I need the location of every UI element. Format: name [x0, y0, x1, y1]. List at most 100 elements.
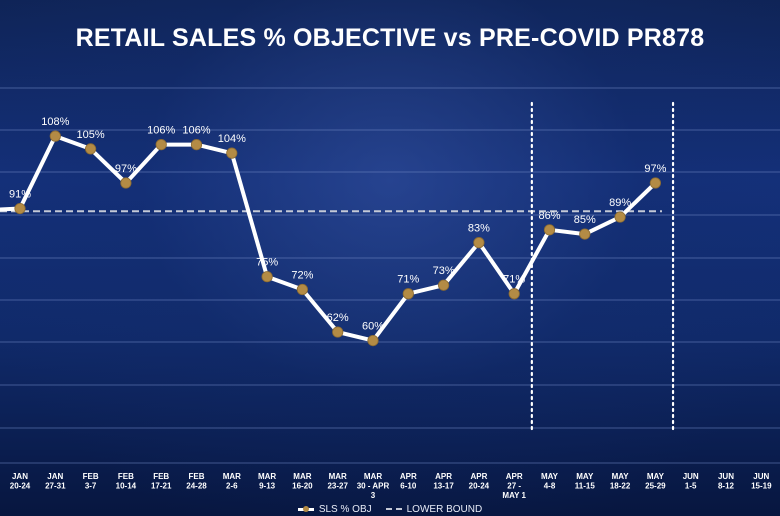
x-tick-label-line: APR — [470, 472, 487, 481]
x-tick-label-line: MAY — [576, 472, 594, 481]
x-tick-label: MAY 25-29 — [645, 472, 666, 491]
data-point — [614, 211, 626, 223]
x-tick-label-line: MAR — [223, 472, 241, 481]
series-swatch-icon — [297, 505, 314, 512]
x-tick-label-line: MAY — [612, 472, 630, 481]
x-tick-label: FEB 10-14 — [116, 472, 137, 491]
data-point — [579, 228, 591, 240]
x-tick-label-line: 16-20 — [292, 482, 313, 491]
data-point — [543, 224, 556, 236]
series-line — [0, 134, 658, 343]
x-tick-label-line: 15-19 — [751, 482, 772, 491]
data-point — [508, 288, 520, 300]
x-tick-label-line: FEB — [189, 472, 205, 481]
data-label: 97% — [115, 163, 137, 175]
data-label: 89% — [609, 197, 631, 209]
x-tick-label-line: 25-29 — [645, 482, 666, 491]
data-point — [261, 271, 273, 283]
x-tick-label-line: JAN — [47, 472, 63, 481]
x-tick-label-line: MAR — [329, 472, 347, 481]
x-tick-label: MAR 2-6 — [223, 472, 241, 491]
x-tick-label-line: MAR — [364, 472, 382, 481]
x-tick-label-line: JUN — [718, 472, 734, 481]
x-tick-label: FEB 17-21 — [151, 472, 172, 491]
x-tick-label-line: APR — [506, 472, 523, 481]
data-point — [85, 143, 97, 155]
x-tick-label-line: 1-5 — [685, 482, 697, 491]
x-tick-label: APR 27 -MAY 1 — [502, 472, 526, 500]
data-point — [190, 139, 203, 151]
x-tick-label-line: MAY — [541, 472, 559, 481]
x-tick-label: MAY 4-8 — [541, 472, 559, 491]
x-tick-label: APR 20-24 — [469, 472, 490, 491]
data-label: 73% — [433, 265, 455, 277]
x-tick-label-line: 20-24 — [469, 482, 490, 491]
data-label: 91% — [9, 189, 31, 201]
x-tick-label-line: 6-10 — [400, 482, 417, 491]
x-tick-label: JUN 15-19 — [751, 472, 772, 491]
legend-item-reference: LOWER BOUND — [385, 503, 483, 515]
data-point — [226, 147, 238, 159]
x-tick-label-line: 20-24 — [10, 482, 31, 491]
data-label: 106% — [147, 125, 175, 137]
x-tick-label-line: MAY 1 — [502, 491, 526, 500]
x-tick-label-line: FEB — [118, 472, 134, 481]
x-tick-label: MAR 30 - APR 3 — [357, 472, 390, 500]
x-tick-label-line: 30 - APR — [357, 482, 390, 491]
x-tick-label: FEB 3-7 — [83, 472, 99, 491]
x-tick-label-line: 27 - — [507, 482, 521, 491]
data-label: 104% — [218, 133, 246, 145]
legend-series-label: SLS % OBJ — [318, 503, 372, 515]
data-point — [14, 202, 26, 215]
data-point — [296, 283, 308, 296]
data-labels: 91% 108% 105% 97% 106% 106% 104% 75% 72% 62% 60% 71… — [9, 116, 667, 332]
x-tick-label-line: FEB — [83, 472, 99, 481]
x-tick-label-line: JAN — [12, 472, 28, 481]
x-tick-label: JAN 27-31 — [45, 472, 66, 491]
x-tick-label-line: FEB — [153, 472, 169, 481]
data-label: 86% — [538, 210, 560, 222]
data-label: 108% — [41, 116, 69, 128]
data-label: 97% — [644, 163, 666, 175]
data-point — [367, 334, 379, 347]
data-point — [155, 139, 167, 151]
x-tick-label: MAR 9-13 — [258, 472, 276, 491]
x-tick-label-line: MAY — [647, 472, 665, 481]
data-label: 71% — [503, 274, 525, 286]
x-tick-label-line: 23-27 — [327, 482, 348, 491]
x-tick-label: MAR 16-20 — [292, 472, 313, 491]
x-tick-label-line: APR — [400, 472, 417, 481]
legend-reference-label: LOWER BOUND — [406, 503, 483, 515]
data-label: 71% — [397, 274, 419, 286]
x-tick-label-line: MAR — [293, 472, 311, 481]
x-tick-label: JAN 20-24 — [10, 472, 31, 491]
x-tick-label-line: JUN — [683, 472, 699, 481]
data-label: 106% — [182, 125, 210, 137]
x-tick-label-line: 4-8 — [544, 482, 556, 491]
data-label: 85% — [574, 214, 596, 226]
data-point — [402, 288, 414, 300]
data-point — [437, 279, 450, 291]
x-tick-label-line: APR — [435, 472, 452, 481]
grid-lines — [0, 87, 780, 464]
vertical-markers — [530, 101, 675, 435]
x-tick-label: MAY 18-22 — [610, 472, 631, 491]
x-tick-label-line: 2-6 — [226, 482, 238, 491]
x-tick-label: JUN 8-12 — [718, 472, 735, 491]
legend: SLS % OBJ LOWER BOUND — [0, 502, 780, 516]
x-tick-label: FEB 24-28 — [186, 472, 207, 491]
data-label: 60% — [362, 321, 384, 333]
series-line-path — [0, 134, 658, 343]
x-tick-label-line: 13-17 — [433, 482, 454, 491]
x-tick-label-line: MAR — [258, 472, 276, 481]
x-tick-label: MAY 11-15 — [575, 472, 596, 491]
x-tick-label-line: JUN — [753, 472, 769, 481]
data-label: 83% — [468, 223, 490, 235]
data-point — [120, 177, 132, 189]
x-tick-label-line: 3-7 — [85, 482, 97, 491]
legend-item-series: SLS % OBJ — [297, 503, 372, 515]
x-tick-label-line: 11-15 — [575, 482, 596, 491]
data-point — [332, 326, 344, 338]
